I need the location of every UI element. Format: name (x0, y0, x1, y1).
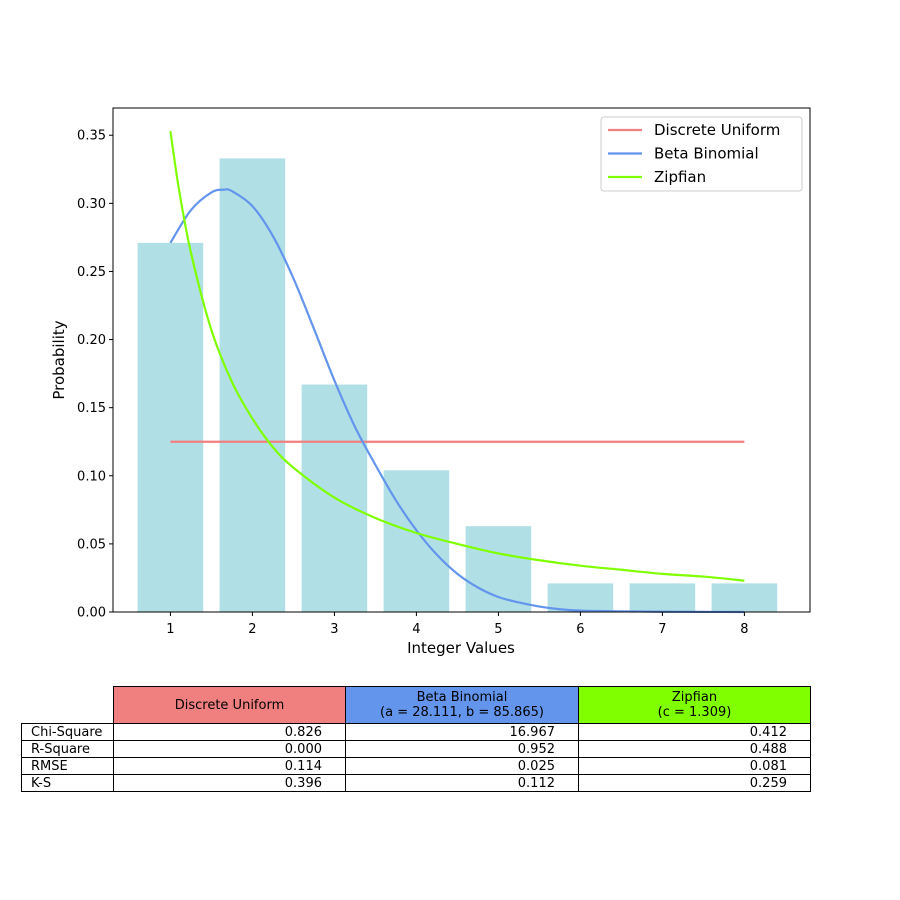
plot-frame (112, 107, 811, 613)
y-tick-label: 0.20 (77, 333, 106, 348)
column-header-label: Zipfian (671, 690, 718, 705)
table-row: K-S 0.396 0.112 0.259 (21, 774, 811, 792)
table-row: R-Square 0.000 0.952 0.488 (21, 740, 811, 758)
x-tick-label: 3 (330, 622, 338, 637)
bar-4 (383, 470, 450, 612)
table-row: Chi-Square 0.826 16.967 0.412 (21, 723, 811, 741)
x-tick-label: 2 (248, 622, 256, 637)
table-cell: 16.967 (345, 723, 579, 741)
bar-2 (219, 158, 286, 612)
table-row: RMSE 0.114 0.025 0.081 (21, 757, 811, 775)
y-tick-label: 0.30 (77, 197, 106, 212)
x-tick-label: 5 (494, 622, 502, 637)
table-cell: 0.396 (113, 774, 346, 792)
column-header-params: (a = 28.111, b = 85.865) (380, 705, 544, 720)
legend-label-beta-binomial: Beta Binomial (654, 145, 759, 163)
y-tick-label: 0.00 (77, 606, 106, 621)
table-header-row: Discrete Uniform Beta Binomial (a = 28.1… (22, 686, 811, 724)
column-header-zipfian: Zipfian (c = 1.309) (578, 686, 811, 724)
table-cell: 0.000 (113, 740, 346, 758)
table-cell: 0.826 (113, 723, 346, 741)
table-cell: 0.488 (578, 740, 811, 758)
table-cell: 0.952 (345, 740, 579, 758)
fit-lines-group (169, 130, 745, 614)
y-tick-label: 0.05 (77, 537, 106, 552)
legend-box (600, 116, 803, 192)
row-label: RMSE (21, 757, 114, 775)
series-line-zipfian (169, 130, 745, 582)
x-tick-label: 7 (658, 622, 666, 637)
y-tick-label: 0.35 (77, 129, 106, 144)
legend-label-zipfian: Zipfian (654, 168, 706, 186)
distribution-chart: 1 2 3 4 5 6 7 8 0.00 0.05 0.10 0.15 0.20 0.25 0.30 0.3… (50, 107, 811, 657)
table-corner (22, 687, 114, 724)
y-axis-ticks: 0.00 0.05 0.10 0.15 0.20 0.25 0.30 0.35 (77, 129, 113, 621)
x-axis-ticks: 1 2 3 4 5 6 7 8 (166, 612, 749, 637)
bar-6 (547, 583, 614, 612)
table-cell: 0.259 (578, 774, 811, 792)
bar-8 (711, 583, 778, 612)
table-cell: 0.025 (345, 757, 579, 775)
legend: Discrete Uniform Beta Binomial Zipfian (600, 116, 803, 192)
bar-5 (465, 526, 532, 612)
legend-label-discrete-uniform: Discrete Uniform (654, 121, 780, 139)
table-cell: 0.112 (345, 774, 579, 792)
table-cell: 0.081 (578, 757, 811, 775)
series-line-beta-binomial (169, 188, 745, 614)
x-tick-label: 1 (166, 622, 174, 637)
y-tick-label: 0.25 (77, 265, 106, 280)
row-label: Chi-Square (21, 723, 114, 741)
y-tick-label: 0.15 (77, 401, 106, 416)
x-tick-label: 6 (576, 622, 584, 637)
fit-statistics-table: Discrete Uniform Beta Binomial (a = 28.1… (21, 686, 811, 792)
x-axis-label: Integer Values (407, 639, 515, 657)
table-cell: 0.412 (578, 723, 811, 741)
y-tick-label: 0.10 (77, 469, 106, 484)
y-axis-label: Probability (50, 320, 68, 399)
column-header-label: Discrete Uniform (174, 697, 285, 713)
x-tick-label: 8 (740, 622, 748, 637)
bar-1 (137, 242, 204, 612)
bar-7 (629, 583, 696, 612)
column-header-discrete-uniform: Discrete Uniform (113, 686, 346, 724)
column-header-beta-binomial: Beta Binomial (a = 28.111, b = 85.865) (345, 686, 579, 724)
column-header-params: (c = 1.309) (657, 705, 732, 720)
table-cell: 0.114 (113, 757, 346, 775)
row-label: R-Square (21, 740, 114, 758)
column-header-label: Beta Binomial (416, 690, 508, 705)
x-tick-label: 4 (412, 622, 420, 637)
row-label: K-S (21, 774, 114, 792)
